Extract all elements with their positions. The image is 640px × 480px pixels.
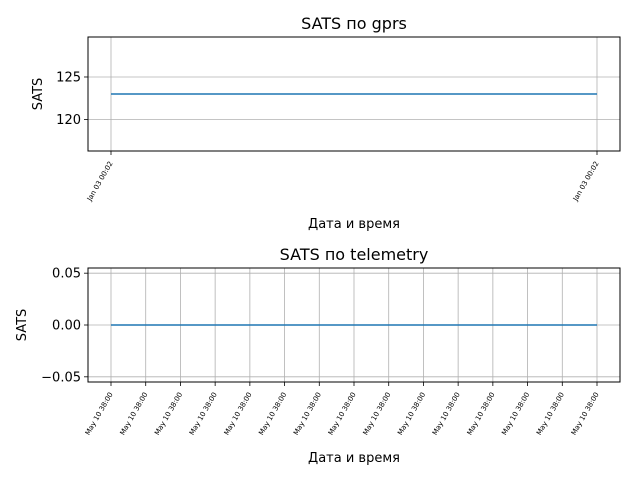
chart-title: SATS по gprs xyxy=(301,14,407,33)
y-axis-label: SATS xyxy=(31,78,46,111)
y-tick-label: −0.05 xyxy=(41,370,81,385)
axes-frame xyxy=(87,36,621,152)
x-axis-label: Дата и время xyxy=(308,451,400,466)
y-tick-label: 0.05 xyxy=(52,267,81,282)
x-axis-label: Дата и время xyxy=(308,217,400,232)
chart-title: SATS по telemetry xyxy=(280,245,429,264)
y-tick-label: 0.00 xyxy=(52,319,81,334)
y-tick-label: 120 xyxy=(56,113,81,128)
y-axis-label: SATS xyxy=(15,309,30,342)
y-tick-label: 125 xyxy=(56,70,81,85)
